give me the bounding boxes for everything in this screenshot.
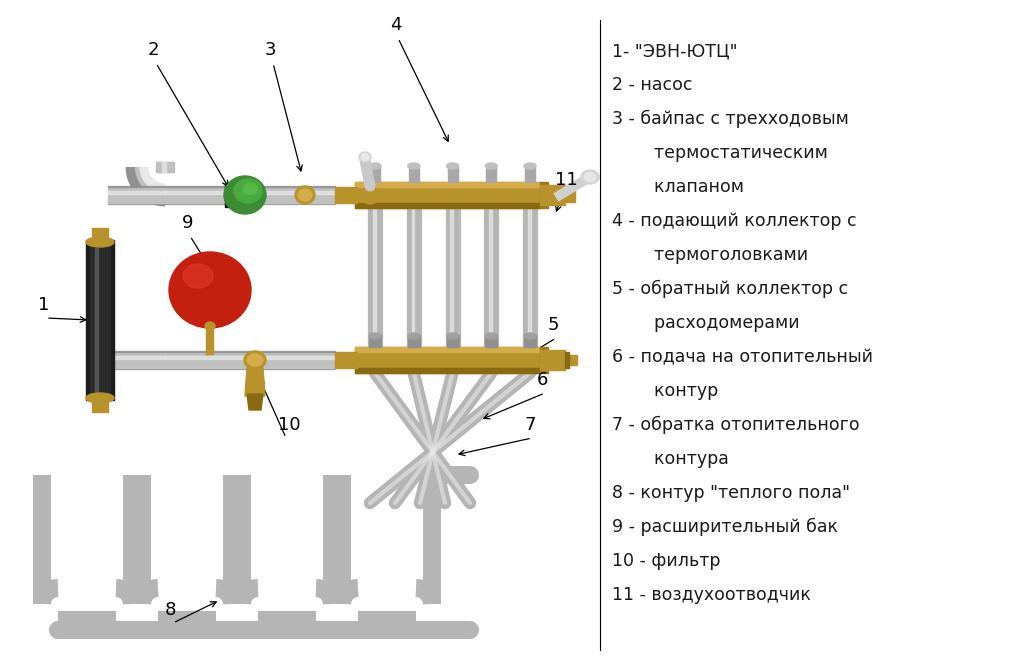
Text: 6 - подача на отопительный: 6 - подача на отопительный [612,348,873,366]
Ellipse shape [369,163,381,169]
Bar [540,347,548,373]
Bar [540,185,565,205]
Text: 10: 10 [278,416,301,434]
Text: 4: 4 [390,16,401,34]
Polygon shape [245,368,265,396]
Bar [525,165,535,182]
Bar [86,240,114,400]
Bar [92,228,108,242]
Text: 9 - расширительный бак: 9 - расширительный бак [612,518,838,536]
Bar [355,368,540,373]
Bar [565,188,575,202]
Ellipse shape [234,179,262,203]
Text: контур: контур [632,382,718,400]
Bar [524,335,536,347]
Text: 11: 11 [555,171,578,189]
Text: 3: 3 [265,41,276,59]
Text: 5: 5 [548,316,559,334]
Bar [355,347,540,352]
Ellipse shape [524,333,536,339]
Bar [335,352,357,368]
Bar [540,182,548,208]
Bar [355,182,540,187]
Bar [355,203,540,208]
Text: 1- "ЭВН-ЮТЦ": 1- "ЭВН-ЮТЦ" [612,42,737,60]
Ellipse shape [243,183,257,194]
Text: 3 - байпас с трехходовым: 3 - байпас с трехходовым [612,110,849,129]
Text: 7: 7 [524,416,536,434]
Ellipse shape [169,252,251,328]
Polygon shape [247,394,263,410]
Ellipse shape [86,393,114,403]
Text: 9: 9 [182,214,194,232]
Bar [486,165,497,182]
Ellipse shape [247,354,263,366]
Ellipse shape [485,163,498,169]
Text: 6: 6 [537,371,549,389]
Bar [408,335,420,347]
Text: 10 - фильтр: 10 - фильтр [612,552,721,570]
Text: контура: контура [632,450,729,468]
Bar [447,165,458,182]
Text: 11 - воздухоотводчик: 11 - воздухоотводчик [612,586,811,604]
Bar [370,165,380,182]
Text: 7 - обратка отопительного: 7 - обратка отопительного [612,416,859,434]
Bar [92,398,108,412]
Text: 8 - контур "теплого пола": 8 - контур "теплого пола" [612,484,850,502]
Text: термоголовками: термоголовками [632,246,808,264]
Bar [409,165,419,182]
Text: расходомерами: расходомерами [632,314,800,332]
Ellipse shape [244,351,266,369]
Bar [369,335,381,347]
Ellipse shape [524,163,536,169]
Ellipse shape [446,333,459,339]
Text: 1: 1 [38,296,49,314]
Bar [485,335,498,347]
Ellipse shape [408,333,420,339]
Bar [225,183,243,207]
Ellipse shape [86,237,114,247]
Ellipse shape [361,186,379,204]
Ellipse shape [485,333,498,339]
Bar [540,350,565,370]
Ellipse shape [183,264,213,288]
Ellipse shape [369,333,381,339]
Bar [565,352,569,368]
Ellipse shape [408,163,420,169]
Ellipse shape [584,173,596,181]
Ellipse shape [361,154,369,161]
Ellipse shape [298,189,312,201]
Text: 5 - обратный коллектор с: 5 - обратный коллектор с [612,280,848,299]
Text: 4 - подающий коллектор с: 4 - подающий коллектор с [612,212,857,230]
Bar [90,245,110,395]
Text: 8: 8 [165,601,176,619]
Ellipse shape [205,322,215,330]
Bar [355,347,540,373]
Bar [565,355,577,365]
Text: 2: 2 [148,41,160,59]
Bar [446,335,459,347]
Ellipse shape [359,152,371,162]
Ellipse shape [446,163,459,169]
Ellipse shape [224,176,266,214]
Text: клапаном: клапаном [632,178,744,196]
Ellipse shape [581,170,599,184]
Bar [95,248,98,392]
Text: 2 - насос: 2 - насос [612,76,692,94]
Text: термостатическим: термостатическим [632,144,827,162]
Bar [355,182,540,208]
Ellipse shape [295,186,315,204]
Bar [335,187,357,203]
